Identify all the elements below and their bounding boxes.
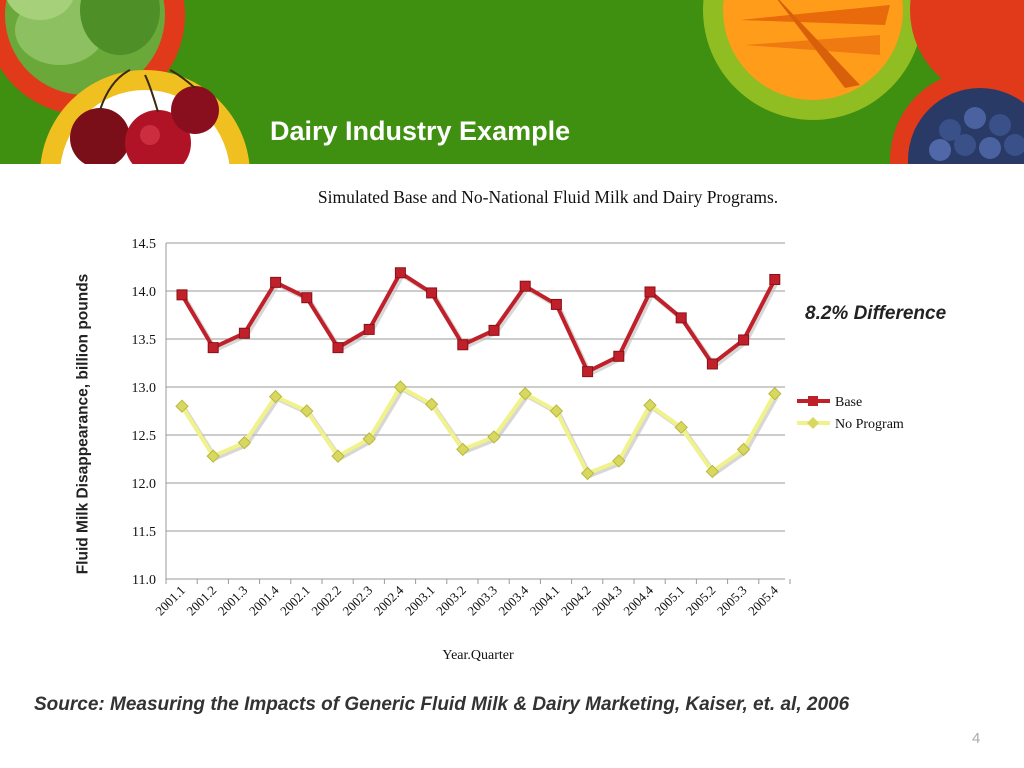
data-point — [518, 387, 532, 401]
data-point — [675, 312, 687, 324]
x-tick-label: 2005.4 — [745, 582, 781, 618]
y-tick-label: 12.5 — [132, 429, 157, 444]
data-point — [332, 342, 344, 354]
x-tick-label: 2004.2 — [558, 583, 594, 619]
data-point — [488, 324, 500, 336]
data-point — [456, 442, 470, 457]
x-tick-label: 2001.1 — [152, 583, 188, 619]
x-tick-label: 2002.3 — [339, 583, 375, 619]
cherries-image — [40, 69, 250, 164]
x-tick-label: 2004.1 — [527, 583, 563, 619]
data-point — [393, 380, 408, 394]
y-tick-labels: 11.0 11.5 12.0 12.5 13.0 13.5 14.0 14.5 — [132, 237, 157, 588]
data-point — [424, 397, 439, 411]
header-decoration — [0, 0, 1024, 164]
x-tick-labels: 2001.12001.22001.32001.42002.12002.22002… — [152, 582, 781, 618]
x-tick-label: 2002.2 — [308, 583, 344, 619]
lettuce-image — [0, 0, 185, 115]
carrots-image — [703, 0, 923, 120]
data-point — [644, 286, 656, 298]
source-citation: Source: Measuring the Impacts of Generic… — [34, 694, 850, 715]
data-point — [549, 404, 564, 418]
data-point — [394, 267, 406, 279]
series-line — [180, 385, 777, 476]
y-tick-label: 14.5 — [132, 237, 157, 252]
series-lines — [175, 267, 782, 481]
data-point — [738, 334, 750, 346]
y-tick-label: 11.5 — [132, 525, 156, 540]
legend-label: Base — [835, 395, 862, 410]
data-point — [613, 350, 625, 362]
line-chart: Simulated Base and No-National Fluid Mil… — [132, 187, 904, 663]
data-point — [238, 327, 250, 339]
data-point — [768, 387, 782, 401]
data-point — [519, 280, 531, 292]
x-axis-label: Year.Quarter — [442, 648, 514, 663]
legend-marker — [807, 417, 819, 429]
data-point — [300, 404, 314, 418]
x-tick-label: 2005.1 — [651, 583, 687, 619]
legend-marker — [808, 396, 818, 406]
data-point — [582, 366, 594, 378]
data-point — [674, 420, 688, 435]
x-tick-label: 2004.3 — [589, 583, 625, 619]
x-tick-label: 2003.3 — [464, 583, 500, 619]
legend-item-base: Base — [797, 395, 862, 410]
blueberries-image — [890, 70, 1024, 164]
data-point — [612, 454, 626, 468]
data-point — [207, 342, 219, 354]
x-tick-label: 2003.2 — [433, 583, 469, 619]
data-point — [362, 432, 376, 446]
data-point — [769, 273, 781, 285]
gridlines — [165, 242, 791, 584]
legend-label: No Program — [835, 417, 904, 432]
data-point — [550, 298, 562, 310]
x-tick-label: 2005.2 — [683, 583, 719, 619]
x-tick-label: 2003.4 — [495, 582, 531, 618]
x-tick-label: 2003.1 — [402, 583, 438, 619]
data-point — [426, 287, 438, 299]
data-point — [176, 289, 188, 301]
data-point — [237, 435, 252, 450]
data-point — [268, 389, 283, 404]
legend-item-no-program: No Program — [797, 417, 904, 432]
x-tick-label: 2005.3 — [714, 583, 750, 619]
header-banner: Dairy Industry Example — [0, 0, 1024, 164]
x-tick-label: 2002.1 — [277, 583, 313, 619]
data-point — [736, 442, 751, 457]
y-tick-label: 13.0 — [132, 381, 157, 396]
x-tick-label: 2001.3 — [215, 583, 251, 619]
data-point — [580, 466, 595, 481]
x-tick-label: 2001.2 — [183, 583, 219, 619]
data-point — [457, 339, 469, 351]
chart-title: Simulated Base and No-National Fluid Mil… — [318, 187, 778, 207]
y-tick-label: 11.0 — [132, 573, 156, 588]
y-axis-label: Fluid Milk Disappearance, billion pounds — [74, 273, 92, 575]
y-tick-label: 14.0 — [132, 285, 157, 300]
x-tick-label: 2001.4 — [246, 582, 282, 618]
x-tick-label: 2004.4 — [620, 582, 656, 618]
series-no-program — [175, 380, 782, 481]
legend: Base No Program — [797, 395, 904, 432]
data-point — [206, 449, 220, 463]
slide-title: Dairy Industry Example — [270, 116, 571, 146]
data-point — [331, 449, 345, 463]
y-tick-label: 12.0 — [132, 477, 157, 492]
data-point — [705, 464, 720, 479]
data-point — [363, 323, 375, 335]
data-point — [643, 398, 657, 412]
data-point — [270, 276, 282, 288]
x-tick-label: 2002.4 — [371, 582, 407, 618]
data-point — [706, 358, 718, 370]
page-number: 4 — [972, 730, 981, 747]
series-base — [176, 267, 781, 378]
y-tick-label: 13.5 — [132, 333, 157, 348]
data-point — [175, 399, 189, 413]
data-point — [487, 430, 501, 444]
difference-annotation: 8.2% Difference — [805, 303, 947, 324]
data-point — [301, 292, 313, 304]
